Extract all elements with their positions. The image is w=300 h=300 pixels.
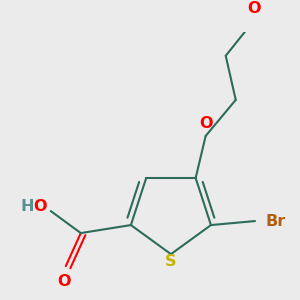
Text: O: O xyxy=(57,274,70,289)
Text: O: O xyxy=(33,199,47,214)
Text: Br: Br xyxy=(265,214,285,229)
Text: O: O xyxy=(199,116,212,131)
Text: O: O xyxy=(247,1,260,16)
Text: S: S xyxy=(165,254,177,269)
Text: H: H xyxy=(20,199,34,214)
